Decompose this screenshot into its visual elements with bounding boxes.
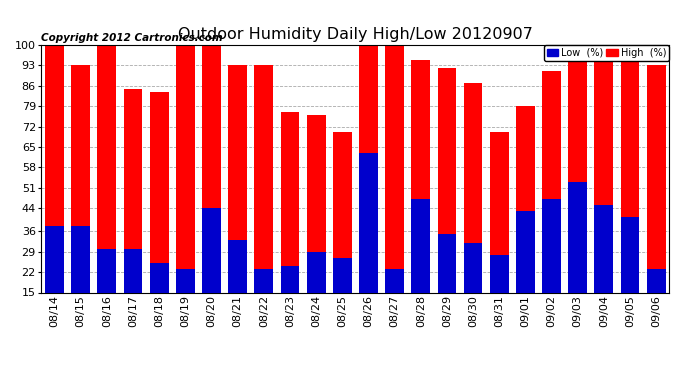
- Bar: [464, 243, 482, 336]
- Title: Outdoor Humidity Daily High/Low 20120907: Outdoor Humidity Daily High/Low 20120907: [178, 27, 533, 42]
- Bar: [620, 45, 640, 336]
- Bar: [306, 252, 326, 336]
- Bar: [490, 255, 509, 336]
- Bar: [281, 112, 299, 336]
- Bar: [385, 45, 404, 336]
- Bar: [97, 45, 116, 336]
- Bar: [150, 263, 168, 336]
- Bar: [385, 269, 404, 336]
- Bar: [202, 208, 221, 336]
- Bar: [228, 240, 247, 336]
- Bar: [411, 200, 430, 336]
- Bar: [255, 65, 273, 336]
- Bar: [464, 83, 482, 336]
- Bar: [150, 92, 168, 336]
- Bar: [124, 249, 142, 336]
- Bar: [176, 269, 195, 336]
- Bar: [569, 45, 587, 336]
- Bar: [437, 234, 456, 336]
- Bar: [647, 269, 666, 336]
- Bar: [595, 205, 613, 336]
- Bar: [45, 225, 64, 336]
- Bar: [97, 249, 116, 336]
- Bar: [411, 60, 430, 336]
- Bar: [228, 65, 247, 336]
- Bar: [359, 153, 378, 336]
- Bar: [542, 71, 561, 336]
- Bar: [516, 106, 535, 336]
- Bar: [281, 266, 299, 336]
- Bar: [306, 115, 326, 336]
- Bar: [202, 45, 221, 336]
- Bar: [45, 45, 64, 336]
- Bar: [124, 88, 142, 336]
- Bar: [71, 225, 90, 336]
- Bar: [595, 45, 613, 336]
- Bar: [333, 132, 352, 336]
- Bar: [569, 182, 587, 336]
- Bar: [437, 68, 456, 336]
- Legend: Low  (%), High  (%): Low (%), High (%): [544, 45, 669, 61]
- Text: Copyright 2012 Cartronics.com: Copyright 2012 Cartronics.com: [41, 33, 223, 42]
- Bar: [359, 45, 378, 336]
- Bar: [516, 211, 535, 336]
- Bar: [490, 132, 509, 336]
- Bar: [647, 65, 666, 336]
- Bar: [333, 258, 352, 336]
- Bar: [176, 45, 195, 336]
- Bar: [255, 269, 273, 336]
- Bar: [620, 217, 640, 336]
- Bar: [71, 65, 90, 336]
- Bar: [542, 200, 561, 336]
